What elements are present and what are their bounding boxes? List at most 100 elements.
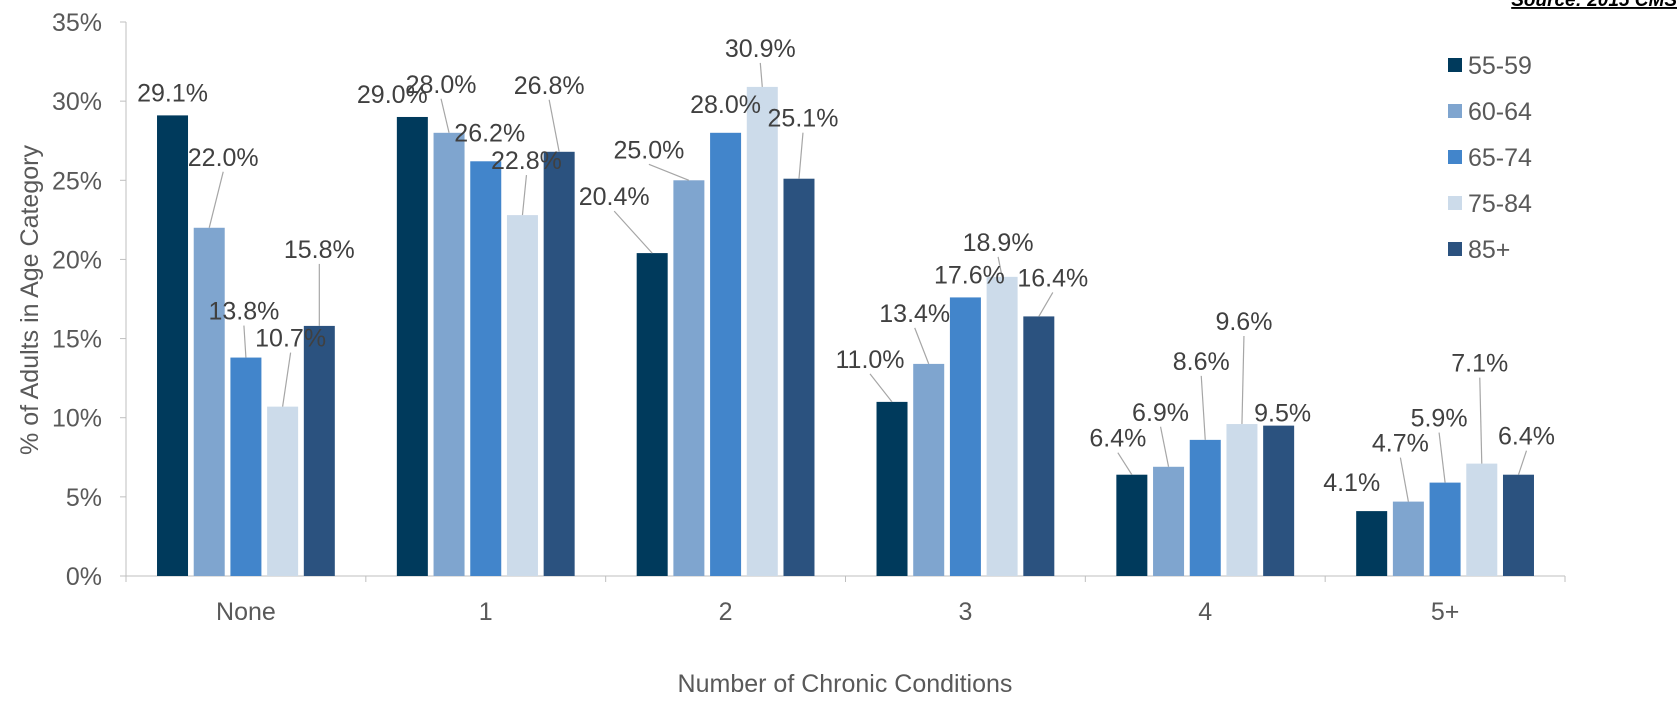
leader-line xyxy=(613,210,653,254)
data-label: 28.0% xyxy=(406,71,477,99)
legend-swatch-60-64 xyxy=(1448,104,1462,118)
data-label: 4.1% xyxy=(1323,469,1380,497)
data-label: 8.6% xyxy=(1173,348,1230,376)
leader-line xyxy=(1241,336,1245,425)
bar-60-64-None xyxy=(193,227,225,576)
bar-55-59-2 xyxy=(636,253,668,576)
legend-swatch-55-59 xyxy=(1448,58,1462,72)
bar-75-84-2 xyxy=(746,86,778,576)
leader-line xyxy=(521,175,528,216)
bar-85+-3 xyxy=(1023,316,1055,576)
leader-line xyxy=(1479,377,1483,464)
bar-65-74-3 xyxy=(949,297,981,576)
data-label: 4.7% xyxy=(1372,430,1429,458)
leader-line xyxy=(282,352,292,407)
data-label: 29.0% xyxy=(357,81,428,109)
data-label: 20.4% xyxy=(579,183,650,211)
x-tick-label: None xyxy=(216,598,276,626)
leader-line xyxy=(1159,426,1170,467)
bar-75-84-1 xyxy=(506,215,538,576)
y-axis-title: % of Adults in Age Category xyxy=(16,145,44,455)
bar-85+-1 xyxy=(543,151,575,576)
bar-75-84-3 xyxy=(986,276,1018,576)
x-tick-label: 2 xyxy=(719,598,733,626)
source-note: Source: 2015 CMS xyxy=(1511,0,1677,11)
data-label: 15.8% xyxy=(284,236,355,264)
y-tick-label: 35% xyxy=(52,9,102,37)
bar-65-74-1 xyxy=(470,161,502,576)
x-axis-title: Number of Chronic Conditions xyxy=(678,670,1013,698)
leader-line xyxy=(1517,450,1528,475)
leader-line xyxy=(997,256,1003,277)
x-tick-label: 1 xyxy=(479,598,493,626)
leader-line xyxy=(914,327,930,365)
legend-label-60-64: 60-64 xyxy=(1468,98,1532,126)
bar-55-59-1 xyxy=(396,116,428,576)
legend-label-55-59: 55-59 xyxy=(1468,52,1532,80)
bar-55-59-5+ xyxy=(1356,511,1388,576)
data-label: 26.2% xyxy=(454,119,525,147)
bar-60-64-4 xyxy=(1153,466,1185,576)
x-tick-label: 5+ xyxy=(1431,598,1460,626)
bar-60-64-5+ xyxy=(1392,501,1424,576)
y-tick-label: 0% xyxy=(66,563,102,591)
legend-swatch-75-84 xyxy=(1448,196,1462,210)
data-labels-layer: 29.1%22.0%13.8%10.7%15.8%29.0%28.0%26.2%… xyxy=(137,35,1555,497)
bar-60-64-1 xyxy=(433,132,465,577)
bar-85+-5+ xyxy=(1502,474,1534,576)
bar-65-74-4 xyxy=(1189,439,1221,576)
data-label: 13.8% xyxy=(208,298,279,326)
y-tick-label: 10% xyxy=(52,405,102,433)
bar-55-59-None xyxy=(157,115,189,576)
leader-line xyxy=(759,62,763,87)
y-tick-label: 30% xyxy=(52,88,102,116)
leader-line xyxy=(869,373,893,403)
bar-65-74-5+ xyxy=(1429,482,1461,576)
data-label: 17.6% xyxy=(934,261,1005,289)
bar-85+-None xyxy=(303,325,335,576)
data-label: 29.1% xyxy=(137,79,208,107)
leader-line xyxy=(798,132,804,179)
bar-65-74-2 xyxy=(710,132,742,577)
leader-line xyxy=(1399,457,1409,502)
data-label: 22.8% xyxy=(491,147,562,175)
data-label: 9.5% xyxy=(1254,400,1311,428)
data-label: 13.4% xyxy=(879,300,950,328)
y-tick-label: 25% xyxy=(52,167,102,195)
bar-75-84-5+ xyxy=(1466,463,1498,576)
bar-60-64-3 xyxy=(913,363,945,576)
bar-55-59-4 xyxy=(1116,474,1148,576)
leader-line xyxy=(648,163,690,181)
leader-line xyxy=(548,99,560,152)
bar-85+-4 xyxy=(1263,425,1295,576)
bar-55-59-3 xyxy=(876,401,908,576)
bar-60-64-2 xyxy=(673,180,705,577)
legend: 55-59 60-64 65-74 75-84 85+ xyxy=(1448,52,1532,264)
data-label: 9.6% xyxy=(1215,308,1272,336)
data-label: 22.0% xyxy=(188,144,259,172)
legend-label-65-74: 65-74 xyxy=(1468,144,1532,172)
leader-line xyxy=(1038,292,1054,317)
data-label: 28.0% xyxy=(690,91,761,119)
leader-line xyxy=(1200,375,1206,440)
data-label: 5.9% xyxy=(1411,405,1468,433)
leader-lines-layer xyxy=(208,62,1528,502)
data-label: 10.7% xyxy=(255,325,326,353)
leader-line xyxy=(1438,432,1446,483)
data-label: 26.8% xyxy=(514,72,585,100)
legend-label-85+: 85+ xyxy=(1468,236,1510,264)
leader-line xyxy=(440,98,450,133)
x-axis: None 1 2 3 4 5+ xyxy=(125,575,1566,626)
leader-line xyxy=(208,171,224,228)
legend-swatch-85+ xyxy=(1448,242,1462,256)
data-label: 11.0% xyxy=(836,346,905,374)
y-tick-label: 5% xyxy=(66,484,102,512)
data-label: 25.1% xyxy=(768,105,839,133)
bar-75-84-None xyxy=(267,406,299,576)
data-label: 18.9% xyxy=(963,229,1034,257)
bars-layer xyxy=(157,86,1534,577)
y-tick-label: 20% xyxy=(52,246,102,274)
x-tick-label: 4 xyxy=(1198,598,1212,626)
legend-swatch-65-74 xyxy=(1448,150,1462,164)
